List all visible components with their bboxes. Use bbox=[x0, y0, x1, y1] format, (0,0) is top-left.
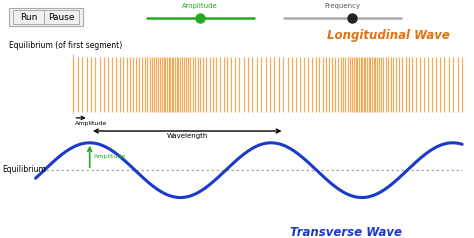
Text: Longitudinal Wave: Longitudinal Wave bbox=[327, 29, 450, 42]
Text: Pause: Pause bbox=[48, 13, 75, 22]
Text: Equilibrium (of first segment): Equilibrium (of first segment) bbox=[9, 41, 123, 50]
Text: Transverse Wave: Transverse Wave bbox=[290, 226, 402, 238]
Text: Amplitude: Amplitude bbox=[75, 121, 108, 126]
Text: Frequency: Frequency bbox=[324, 3, 361, 9]
FancyBboxPatch shape bbox=[9, 8, 83, 26]
Text: Wavelength: Wavelength bbox=[166, 133, 208, 139]
Text: Amplitude: Amplitude bbox=[182, 3, 218, 9]
FancyBboxPatch shape bbox=[13, 10, 44, 24]
FancyBboxPatch shape bbox=[44, 10, 79, 24]
Text: Amplitude: Amplitude bbox=[94, 154, 127, 159]
Text: Equilibrium: Equilibrium bbox=[2, 165, 46, 174]
Text: Run: Run bbox=[20, 13, 37, 22]
